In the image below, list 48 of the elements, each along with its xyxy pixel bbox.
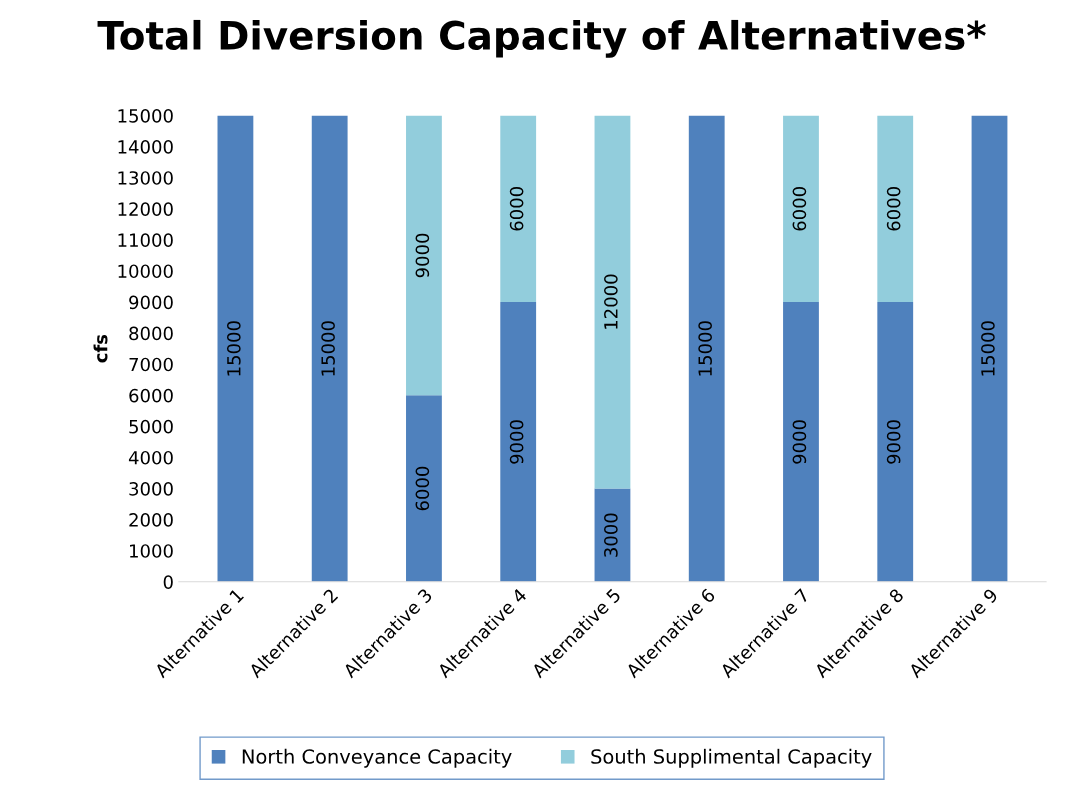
- data-label: 6000: [886, 187, 901, 231]
- y-tick-label: 7000: [129, 357, 173, 372]
- bar: [594, 115, 631, 489]
- legend-label: North Conveyance Capacity: [242, 748, 512, 768]
- y-axis-title: cfs: [93, 334, 108, 363]
- data-label: 15000: [698, 321, 712, 376]
- bar: [594, 488, 631, 582]
- bar: [877, 115, 914, 303]
- bar: [406, 115, 442, 396]
- bar: [406, 395, 442, 582]
- data-label: 9000: [509, 420, 524, 464]
- y-tick-label: 15000: [118, 109, 173, 123]
- y-tick-label: 11000: [118, 233, 173, 248]
- y-tick-label: 0: [163, 575, 173, 589]
- data-label: 6000: [509, 187, 524, 231]
- bar: [311, 115, 348, 582]
- y-tick-label: 6000: [129, 388, 173, 403]
- bar: [783, 302, 819, 582]
- bar: [217, 115, 254, 582]
- legend-label: South Supplimental Capacity: [591, 748, 872, 768]
- data-label: 9000: [886, 420, 901, 464]
- data-label: 15000: [321, 321, 335, 376]
- data-label: 6000: [792, 187, 807, 231]
- y-tick-label: 1000: [130, 544, 173, 558]
- data-label: 9000: [415, 233, 430, 278]
- y-tick-label: 10000: [118, 264, 173, 279]
- y-tick-label: 5000: [129, 419, 173, 434]
- bar: [500, 115, 537, 303]
- bar: [500, 302, 537, 582]
- bar: [688, 115, 725, 582]
- y-tick-label: 13000: [118, 171, 173, 185]
- data-label: 15000: [227, 321, 241, 376]
- data-label: 9000: [792, 420, 807, 464]
- y-tick-label: 3000: [129, 482, 173, 496]
- bar: [971, 115, 1008, 582]
- y-tick-label: 2000: [129, 513, 173, 527]
- bar: [783, 115, 819, 303]
- y-tick-label: 9000: [129, 295, 173, 310]
- y-tick-label: 12000: [118, 202, 173, 216]
- y-tick-label: 14000: [118, 140, 173, 154]
- data-label: 12000: [604, 274, 618, 329]
- bar: [877, 302, 914, 582]
- y-tick-label: 8000: [129, 326, 173, 341]
- data-label: 15000: [981, 321, 995, 376]
- y-tick-label: 4000: [128, 450, 173, 465]
- chart-title: Total Diversion Capacity of Alternatives*: [97, 19, 986, 58]
- data-label: 6000: [415, 466, 430, 511]
- data-label: 3000: [604, 513, 618, 557]
